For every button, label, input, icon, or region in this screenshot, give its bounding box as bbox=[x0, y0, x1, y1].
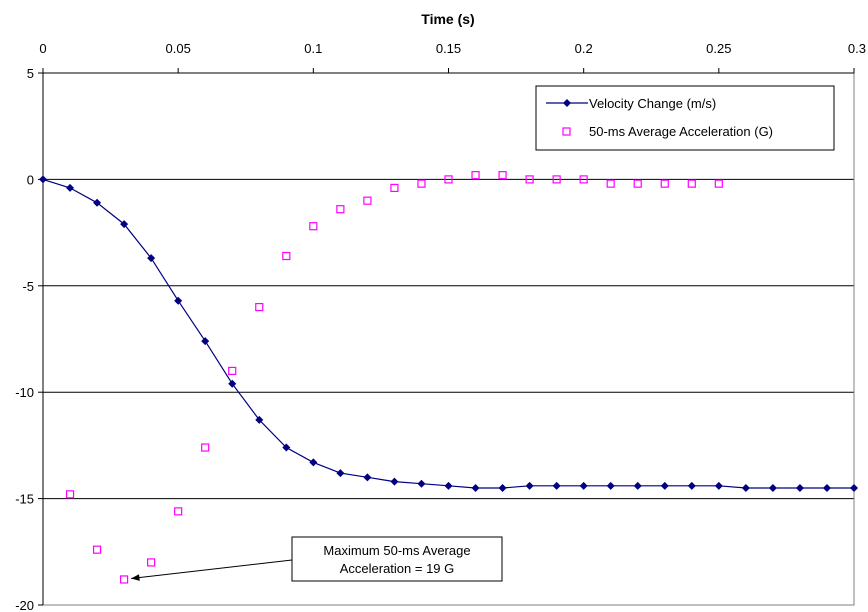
acceleration-point bbox=[633, 179, 642, 188]
acceleration-point bbox=[174, 507, 183, 516]
acceleration-point bbox=[363, 196, 372, 205]
acceleration-point bbox=[687, 179, 696, 188]
acceleration-point bbox=[309, 222, 318, 231]
acceleration-point bbox=[606, 179, 615, 188]
velocity-point bbox=[228, 379, 237, 388]
velocity-point bbox=[552, 481, 561, 490]
velocity-point bbox=[687, 481, 696, 490]
acceleration-point bbox=[417, 179, 426, 188]
acceleration-point bbox=[65, 490, 75, 499]
acceleration-point bbox=[390, 183, 399, 193]
x-tick-label: 0.1 bbox=[304, 41, 322, 56]
y-tick-label: -15 bbox=[15, 492, 34, 507]
acceleration-point bbox=[444, 175, 453, 184]
velocity-point bbox=[579, 481, 588, 490]
legend-acceleration-marker bbox=[562, 127, 571, 136]
x-axis-title: Time (s) bbox=[421, 11, 474, 27]
annotation-line-1: Maximum 50-ms Average bbox=[323, 543, 470, 558]
velocity-point bbox=[147, 254, 156, 263]
acceleration-point bbox=[714, 179, 723, 188]
acceleration-point bbox=[228, 366, 237, 376]
x-tick-label: 0 bbox=[39, 41, 46, 56]
annotation-line-2: Acceleration = 19 G bbox=[340, 561, 455, 576]
velocity-point bbox=[822, 483, 831, 492]
velocity-point bbox=[93, 198, 102, 207]
velocity-point bbox=[471, 483, 480, 492]
x-tick-label: 0.3 bbox=[848, 41, 866, 56]
velocity-point bbox=[336, 469, 345, 478]
velocity-point bbox=[741, 483, 750, 492]
annotation-box bbox=[291, 536, 503, 582]
velocity-point bbox=[606, 481, 615, 490]
acceleration-point bbox=[660, 179, 669, 188]
legend: Velocity Change (m/s) 50-ms Average Acce… bbox=[535, 85, 835, 151]
velocity-point bbox=[390, 477, 399, 486]
velocity-point bbox=[417, 479, 426, 488]
velocity-point bbox=[66, 183, 75, 192]
axis-layer: 50-5-10-15-200 0.05 0.1 0.15 0.2 0.25 0.3 bbox=[15, 41, 866, 612]
velocity-point bbox=[714, 481, 723, 490]
y-tick-label: 0 bbox=[27, 172, 34, 187]
annotation-arrowhead bbox=[131, 574, 140, 581]
y-tick-label: -20 bbox=[15, 598, 34, 612]
annotation-arrow bbox=[131, 559, 293, 579]
acceleration-point bbox=[147, 558, 156, 567]
y-tick-label: 5 bbox=[27, 66, 34, 81]
acceleration-point bbox=[498, 171, 507, 180]
y-tick-label: -5 bbox=[22, 279, 34, 294]
acceleration-point bbox=[92, 545, 102, 554]
grid-layer bbox=[43, 178, 854, 500]
velocity-point bbox=[363, 473, 372, 482]
x-tick-label: 0.05 bbox=[166, 41, 191, 56]
x-tick-label: 0.15 bbox=[436, 41, 461, 56]
velocity-point bbox=[850, 483, 858, 492]
velocity-point bbox=[120, 220, 129, 229]
acceleration-point bbox=[119, 575, 129, 584]
acceleration-point bbox=[579, 175, 588, 184]
velocity-point bbox=[39, 175, 47, 184]
velocity-point bbox=[660, 481, 669, 490]
velocity-point bbox=[255, 415, 264, 424]
legend-velocity-marker bbox=[563, 99, 571, 107]
legend-acceleration-label: 50-ms Average Acceleration (G) bbox=[589, 124, 773, 139]
acceleration-point bbox=[525, 175, 534, 184]
x-tick-label: 0.25 bbox=[706, 41, 731, 56]
legend-box bbox=[535, 85, 835, 151]
velocity-point bbox=[282, 443, 291, 452]
velocity-point bbox=[633, 481, 642, 490]
velocity-point bbox=[444, 481, 453, 490]
velocity-point bbox=[174, 296, 183, 305]
acceleration-point bbox=[255, 302, 264, 312]
acceleration-point bbox=[552, 175, 561, 184]
y-tick-label: -10 bbox=[15, 385, 34, 400]
x-tick-label: 0.2 bbox=[575, 41, 593, 56]
acceleration-point bbox=[336, 205, 345, 214]
velocity-point bbox=[309, 458, 318, 467]
velocity-point bbox=[768, 483, 777, 492]
acceleration-point bbox=[282, 251, 291, 261]
acceleration-point bbox=[201, 443, 210, 452]
legend-velocity-label: Velocity Change (m/s) bbox=[589, 96, 716, 111]
velocity-point bbox=[795, 483, 804, 492]
series-layer bbox=[39, 171, 858, 584]
velocity-point bbox=[525, 481, 534, 490]
velocity-point bbox=[498, 483, 507, 492]
velocity-point bbox=[201, 337, 210, 346]
annotation-callout: Maximum 50-ms Average Acceleration = 19 … bbox=[131, 536, 503, 582]
acceleration-point bbox=[471, 171, 480, 180]
